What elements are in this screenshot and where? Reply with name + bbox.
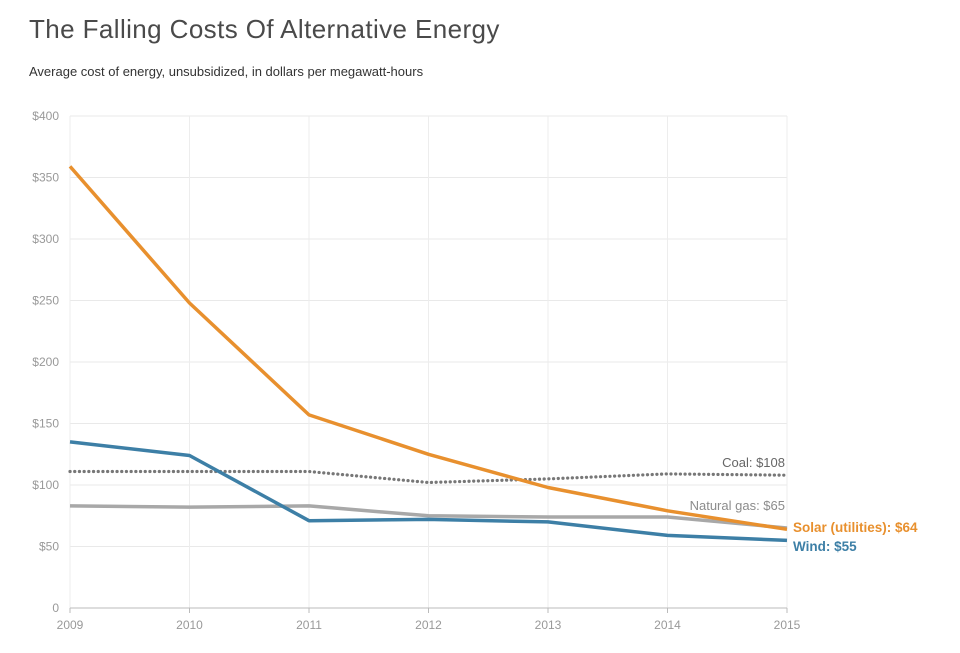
y-axis: 0 $50 $100 $150 $200 $250 $300 $350 $400 [32, 109, 59, 615]
y-tick-label: $300 [32, 232, 59, 246]
y-tick-label: $50 [39, 540, 59, 554]
x-tick-label: 2015 [774, 618, 801, 632]
x-axis: 2009 2010 2011 2012 2013 2014 2015 [57, 607, 801, 632]
y-tick-label: $400 [32, 109, 59, 123]
x-tick-label: 2014 [654, 618, 681, 632]
y-tick-label: $200 [32, 355, 59, 369]
x-tick-label: 2009 [57, 618, 84, 632]
grid [69, 115, 788, 608]
x-tick-label: 2010 [176, 618, 203, 632]
series-lines [68, 165, 789, 543]
x-tick-label: 2013 [535, 618, 562, 632]
y-tick-label: 0 [52, 601, 59, 615]
series-label-coal: Coal: $108 [722, 455, 785, 470]
series-line-wind [69, 440, 788, 543]
series-line-solar [68, 165, 788, 532]
series-line-coal [68, 469, 789, 485]
y-tick-label: $150 [32, 417, 59, 431]
series-label-solar: Solar (utilities): $64 [793, 520, 918, 535]
x-tick-label: 2012 [415, 618, 442, 632]
series-label-wind: Wind: $55 [793, 539, 857, 554]
x-tick-label: 2011 [296, 618, 322, 632]
y-tick-label: $100 [32, 478, 59, 492]
series-label-gas: Natural gas: $65 [690, 498, 785, 513]
chart-subtitle: Average cost of energy, unsubsidized, in… [29, 64, 424, 79]
series-end-labels: Solar (utilities): $64 Coal: $108 Natural … [690, 455, 918, 554]
y-tick-label: $250 [32, 294, 59, 308]
y-tick-label: $350 [32, 171, 59, 185]
series-line-gas [69, 504, 788, 530]
chart-title: The Falling Costs Of Alternative Energy [29, 14, 500, 44]
